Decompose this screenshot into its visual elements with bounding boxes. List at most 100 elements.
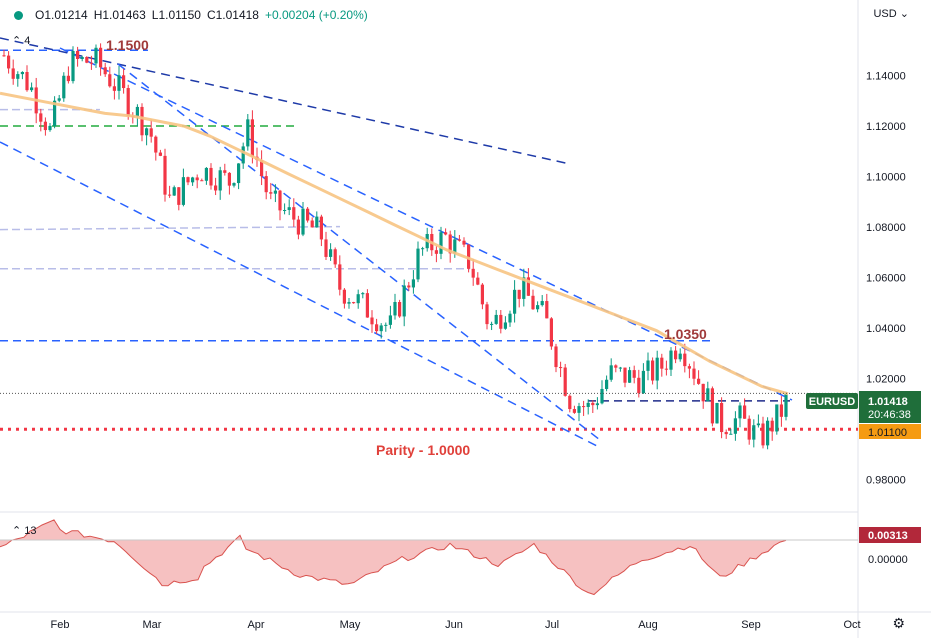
candle-body: [729, 433, 733, 435]
candle-body: [554, 346, 558, 368]
candle-body: [71, 50, 75, 82]
close-value: C1.01418: [206, 8, 259, 22]
time-tick-label: Jun: [445, 619, 463, 631]
candle-body: [112, 86, 116, 91]
candle-body: [720, 402, 724, 433]
candle-body: [172, 187, 176, 196]
osc-period: 13: [24, 525, 37, 537]
candle-body: [664, 368, 668, 370]
candle-body: [701, 383, 705, 402]
label-1035: 1.0350: [664, 326, 707, 342]
candle-body: [416, 248, 420, 280]
collapse-icon: ⌃: [12, 525, 22, 537]
candle-body: [66, 75, 70, 82]
candle-body: [7, 55, 11, 69]
candle-body: [480, 284, 484, 305]
candle-body: [168, 194, 172, 196]
candle-body: [315, 216, 319, 228]
candle-body: [439, 232, 443, 254]
ma-period: 4: [24, 35, 31, 47]
candle-body: [122, 75, 126, 89]
candle-body: [89, 62, 93, 64]
candle-body: [402, 285, 406, 317]
candle-body: [333, 249, 337, 265]
candle-body: [237, 163, 241, 184]
ma-legend[interactable]: ⌃ 4: [12, 34, 30, 47]
candle-body: [177, 187, 181, 205]
candle-body: [559, 367, 563, 369]
candle-body: [766, 420, 770, 446]
time-tick-label: Jul: [545, 619, 559, 631]
candle-body: [370, 317, 374, 325]
candle-body: [329, 249, 333, 257]
candle-body: [595, 403, 599, 406]
candle-body: [292, 207, 296, 220]
time-tick-label: Aug: [638, 619, 658, 631]
candle-body: [614, 365, 618, 368]
currency-selector[interactable]: USD ⌄: [873, 7, 909, 20]
candle-body: [324, 239, 328, 257]
candle-body: [158, 152, 162, 156]
oscillator-area: [0, 519, 790, 595]
candle-body: [540, 301, 544, 306]
candle-body: [191, 177, 195, 183]
gear-icon[interactable]: ⚙: [892, 615, 905, 631]
candle-body: [545, 301, 549, 319]
candle-body: [227, 172, 231, 186]
candle-body: [503, 322, 507, 329]
candle-body: [384, 324, 388, 326]
candle-body: [347, 302, 351, 304]
candle-body: [43, 121, 47, 131]
candle-body: [181, 177, 185, 205]
candle-body: [218, 170, 222, 191]
candle-body: [485, 304, 489, 325]
candle-body: [16, 74, 20, 79]
osc-legend[interactable]: ⌃ 13: [12, 524, 37, 537]
status-dot-icon: [14, 10, 23, 20]
candle-body: [761, 423, 765, 446]
candle-body: [273, 190, 277, 194]
trend-line: [0, 37, 571, 165]
candle-body: [526, 277, 530, 296]
candle-body: [747, 418, 751, 440]
trend-line: [59, 47, 793, 401]
candle-body: [57, 98, 61, 101]
candle-body: [692, 368, 696, 379]
candle-body: [145, 128, 149, 136]
candle-body: [135, 106, 139, 117]
candle-body: [20, 71, 24, 75]
time-tick-label: Feb: [51, 619, 70, 631]
candle-body: [697, 378, 701, 384]
candle-body: [30, 87, 34, 91]
candle-body: [683, 353, 687, 367]
oscillator-value-badge: [859, 527, 921, 543]
candle-body: [365, 293, 369, 318]
time-tick-label: Oct: [843, 619, 860, 631]
candle-body: [678, 353, 682, 360]
currency-label: USD: [873, 8, 897, 20]
candle-body: [260, 160, 264, 177]
price-tick-label: 1.08000: [866, 222, 906, 234]
candle-body: [733, 418, 737, 434]
change-value: +0.00204 (+0.20%): [264, 8, 368, 22]
candle-body: [513, 289, 517, 314]
countdown-value: 20:46:38: [868, 409, 911, 421]
candle-body: [94, 47, 98, 64]
collapse-icon: ⌃: [12, 35, 22, 47]
oscillator-zero-label: 0.00000: [868, 554, 908, 566]
candle-body: [517, 289, 521, 299]
candle-body: [738, 405, 742, 419]
candle-body: [209, 167, 213, 186]
trend-line: [0, 141, 598, 447]
candle-body: [582, 406, 586, 408]
candle-body: [623, 367, 627, 383]
candle-body: [462, 240, 466, 245]
candle-body: [522, 277, 526, 299]
candle-body: [223, 170, 227, 173]
parity-label: Parity - 1.0000: [376, 442, 470, 458]
candle-body: [154, 136, 158, 153]
candle-body: [393, 302, 397, 316]
candle-body: [250, 119, 254, 157]
